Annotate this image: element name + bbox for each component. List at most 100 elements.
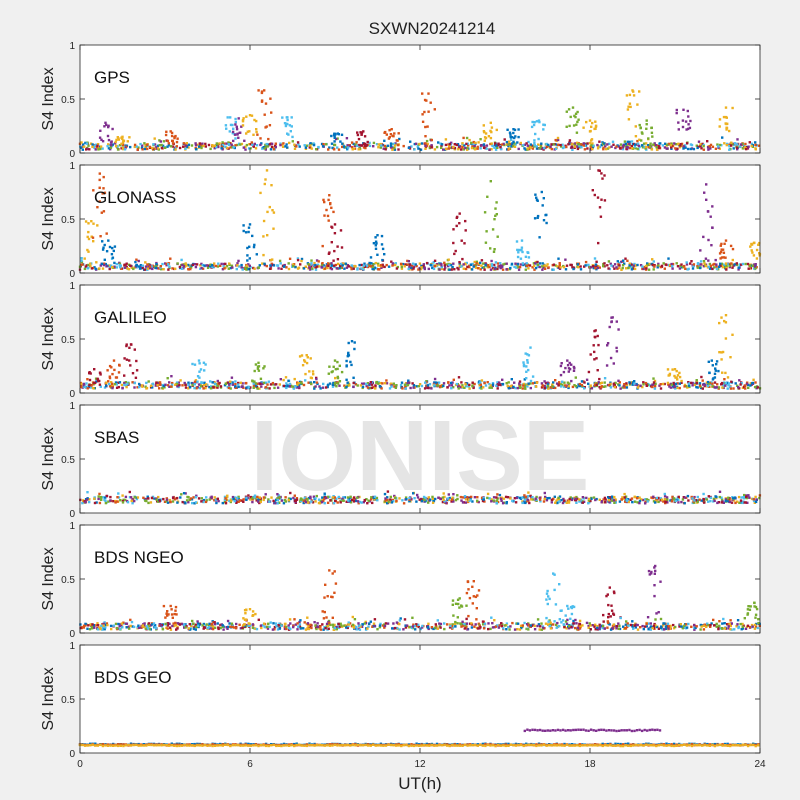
data-point (323, 267, 327, 270)
data-point (449, 146, 452, 150)
data-point (720, 262, 724, 265)
data-point (337, 495, 340, 499)
data-point (490, 259, 493, 263)
data-point (506, 143, 509, 146)
data-point (550, 143, 553, 146)
data-point (583, 148, 587, 151)
data-point (387, 500, 390, 503)
data-point (331, 370, 334, 373)
data-point (696, 146, 699, 150)
data-point (423, 110, 426, 114)
data-point (486, 496, 489, 500)
data-point (686, 386, 689, 389)
data-point (198, 362, 201, 365)
data-point (758, 496, 761, 500)
data-point (447, 493, 450, 496)
data-point (104, 496, 107, 499)
data-point (370, 386, 374, 389)
data-point (727, 496, 730, 499)
data-point (720, 358, 723, 361)
data-point (187, 267, 190, 271)
data-point (482, 266, 486, 269)
data-point (107, 380, 110, 383)
data-point (490, 142, 493, 145)
data-point (459, 495, 463, 499)
data-point (534, 266, 538, 270)
data-point (578, 498, 581, 501)
data-point (253, 118, 256, 122)
data-point (743, 146, 746, 149)
data-point (625, 267, 628, 270)
data-point (406, 263, 409, 266)
data-point (679, 144, 682, 147)
data-point (523, 501, 526, 504)
data-point (618, 381, 621, 384)
data-point (123, 381, 126, 385)
data-point (269, 97, 272, 100)
data-point (752, 254, 756, 257)
data-point (443, 500, 446, 503)
data-point (435, 264, 438, 267)
data-point (165, 262, 168, 265)
data-point (237, 495, 240, 499)
data-point (538, 120, 541, 124)
data-point (244, 231, 248, 234)
data-point (602, 146, 605, 149)
data-point (631, 265, 635, 269)
data-point (693, 628, 696, 631)
data-point (158, 499, 161, 502)
data-point (434, 623, 437, 626)
data-point (505, 140, 509, 144)
data-point (578, 619, 582, 623)
data-point (337, 626, 341, 630)
data-point (298, 623, 302, 626)
data-point (414, 628, 417, 631)
data-point (184, 147, 187, 150)
data-point (112, 249, 115, 253)
data-point (606, 344, 609, 347)
data-point (731, 143, 734, 146)
data-point (287, 624, 290, 627)
data-point (597, 145, 600, 148)
data-point (297, 386, 301, 389)
data-point (270, 496, 273, 499)
data-point (290, 116, 293, 119)
data-point (125, 344, 128, 348)
data-point (536, 260, 539, 264)
data-point (124, 146, 127, 150)
data-point (542, 128, 545, 131)
data-point (612, 623, 616, 626)
data-point (133, 499, 136, 503)
data-point (559, 266, 562, 269)
data-point (720, 351, 723, 354)
data-point (563, 385, 566, 389)
data-point (456, 497, 459, 501)
data-point (702, 498, 706, 501)
data-point (567, 108, 571, 111)
data-point (750, 142, 754, 145)
data-point (339, 622, 342, 625)
data-point (96, 206, 99, 209)
data-point (302, 499, 305, 502)
data-point (612, 143, 615, 146)
data-point (558, 264, 561, 267)
data-point (516, 255, 520, 259)
data-point (167, 268, 170, 271)
data-point (262, 367, 265, 370)
data-point (229, 146, 232, 149)
data-point (98, 492, 101, 496)
data-point (371, 501, 374, 505)
data-point (257, 365, 261, 368)
data-point (588, 130, 592, 133)
data-point (86, 491, 89, 494)
data-point (341, 499, 345, 502)
data-point (145, 499, 148, 503)
data-point (234, 123, 237, 126)
data-point (376, 499, 379, 502)
data-point (692, 147, 696, 151)
data-point (262, 253, 265, 257)
data-point (566, 499, 570, 502)
data-point (242, 146, 245, 149)
data-point (525, 142, 528, 145)
data-point (620, 498, 623, 501)
